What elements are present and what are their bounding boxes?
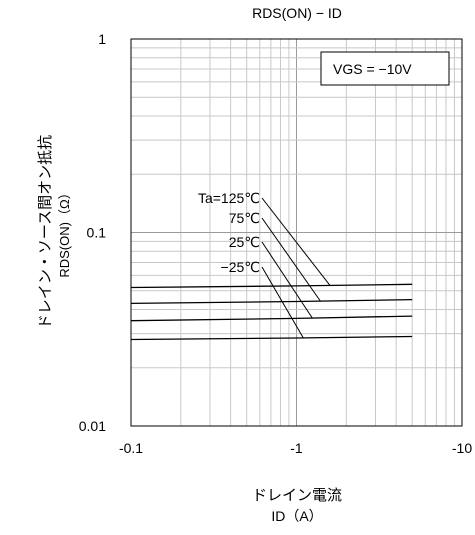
annotation-leader: [261, 217, 322, 302]
annotation-leader: [261, 241, 313, 319]
series-line-3: [130, 335, 413, 341]
x-axis-label-line1: ドレイン電流: [252, 487, 342, 504]
y-axis-label: ドレイン・ソース間オン抵抗 RDS(ON)（Ω）: [37, 135, 72, 329]
tick-labels: -0.1 -1 -10 0.01 0.1 1: [79, 31, 473, 456]
annotation-label: 75℃: [229, 210, 260, 226]
y-tick-label: 1: [98, 31, 106, 47]
x-tick-label: -0.1: [119, 440, 143, 456]
y-tick-label: 0.1: [87, 225, 107, 241]
series-line-1: [130, 298, 413, 305]
annotation-label: −25℃: [221, 259, 260, 275]
y-tick-label: 0.01: [79, 418, 106, 434]
y-axis-label-line2: RDS(ON)（Ω）: [57, 186, 72, 277]
legend-box: VGS = −10V: [320, 51, 450, 86]
y-axis-label-line1: ドレイン・ソース間オン抵抗: [37, 135, 54, 329]
series-line-2: [130, 315, 413, 322]
annotation-label: 25℃: [229, 234, 260, 250]
annotation-leader: [261, 266, 304, 339]
x-tick-label: -1: [290, 440, 303, 456]
chart-title: RDS(ON) − ID: [252, 5, 342, 21]
annotation-layer: Ta=125℃ 75℃ 25℃ −25℃: [198, 190, 331, 339]
legend-box-label: VGS = −10V: [333, 61, 412, 77]
x-axis-label-line2: ID（A）: [271, 508, 322, 524]
series-layer: [130, 283, 413, 341]
grid: [131, 39, 462, 426]
series-line-0: [130, 283, 413, 289]
x-tick-label: -10: [452, 440, 472, 456]
plot-frame: [130, 38, 463, 427]
annotation-leader: [261, 197, 331, 287]
annotation-label: Ta=125℃: [198, 190, 260, 206]
